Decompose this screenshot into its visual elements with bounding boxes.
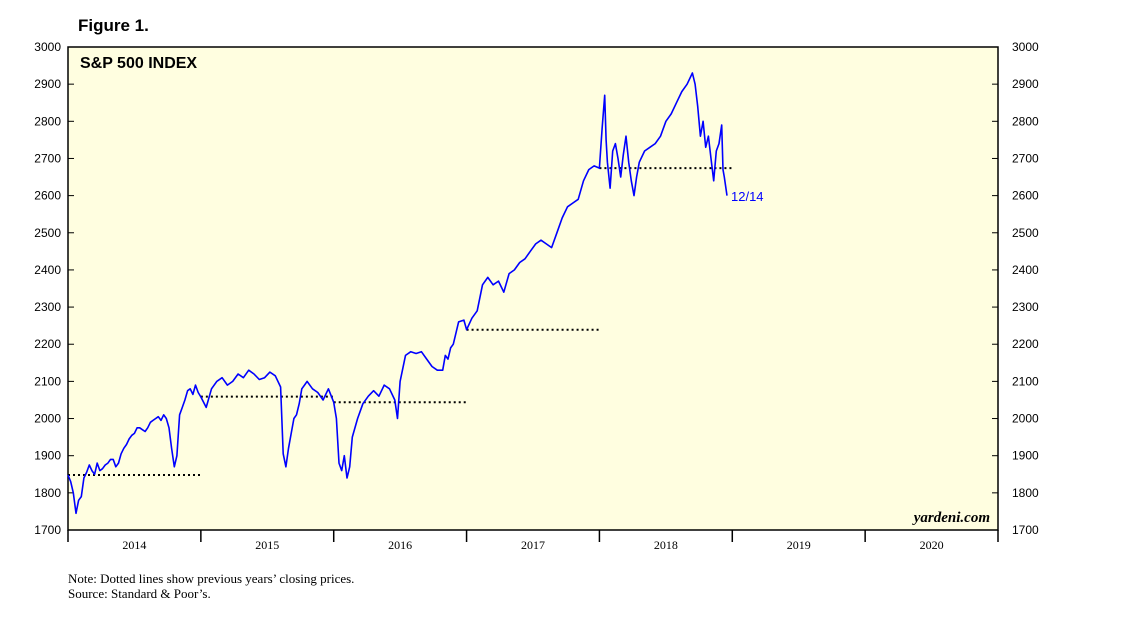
year-label: 2015 xyxy=(255,538,279,552)
right-tick-label: 2800 xyxy=(1012,114,1039,128)
notes: Note: Dotted lines show previous years’ … xyxy=(68,571,354,601)
right-tick-label: 2100 xyxy=(1012,374,1039,388)
right-tick-label: 2600 xyxy=(1012,189,1039,203)
figure-label: Figure 1. xyxy=(78,16,149,35)
year-label: 2018 xyxy=(654,538,678,552)
year-label: 2014 xyxy=(122,538,146,552)
right-tick-label: 2000 xyxy=(1012,412,1039,426)
year-label: 2017 xyxy=(521,538,545,552)
left-tick-label: 2800 xyxy=(34,114,61,128)
right-tick-label: 2200 xyxy=(1012,337,1039,351)
right-y-axis: 1700 1800 1900 2000 2100 2200 2300 2400 2500 2600… xyxy=(992,40,1039,537)
source-line: Source: Standard & Poor’s. xyxy=(68,586,211,601)
end-label: 12/14 xyxy=(731,189,764,204)
x-axis: 2014 2015 2016 2017 2018 2019 2020 xyxy=(67,530,999,552)
note-line: Note: Dotted lines show previous years’ … xyxy=(68,571,355,586)
chart-title: S&P 500 INDEX xyxy=(80,55,197,72)
right-tick-label: 1900 xyxy=(1012,449,1039,463)
year-label: 2019 xyxy=(787,538,811,552)
left-tick-label: 2500 xyxy=(34,226,61,240)
right-tick-label: 2900 xyxy=(1012,77,1039,91)
series-line-sp500 xyxy=(67,72,728,515)
left-tick-label: 3000 xyxy=(34,40,61,54)
left-tick-label: 2900 xyxy=(34,77,61,91)
left-tick-label: 1900 xyxy=(34,449,61,463)
left-tick-label: 2300 xyxy=(34,300,61,314)
left-tick-label: 2200 xyxy=(34,337,61,351)
chart: S&P 500 INDEX 1700 1800 1900 2000 2100 2200 23… xyxy=(34,40,1039,552)
right-tick-label: 3000 xyxy=(1012,40,1039,54)
left-tick-label: 1700 xyxy=(34,523,61,537)
right-tick-label: 2400 xyxy=(1012,263,1039,277)
left-tick-label: 2400 xyxy=(34,263,61,277)
left-tick-label: 2600 xyxy=(34,189,61,203)
year-label: 2016 xyxy=(388,538,412,552)
left-tick-label: 1800 xyxy=(34,486,61,500)
watermark: yardeni.com xyxy=(912,510,990,526)
left-tick-label: 2000 xyxy=(34,412,61,426)
right-tick-label: 2300 xyxy=(1012,300,1039,314)
right-tick-label: 1800 xyxy=(1012,486,1039,500)
left-tick-label: 2100 xyxy=(34,374,61,388)
right-tick-label: 2700 xyxy=(1012,151,1039,165)
left-y-axis: 1700 1800 1900 2000 2100 2200 2300 2400 2500 2600… xyxy=(34,40,74,537)
year-label: 2020 xyxy=(920,538,944,552)
plot-area xyxy=(67,46,999,531)
right-tick-label: 1700 xyxy=(1012,523,1039,537)
reference-lines xyxy=(68,167,733,477)
right-tick-label: 2500 xyxy=(1012,226,1039,240)
left-tick-label: 2700 xyxy=(34,151,61,165)
